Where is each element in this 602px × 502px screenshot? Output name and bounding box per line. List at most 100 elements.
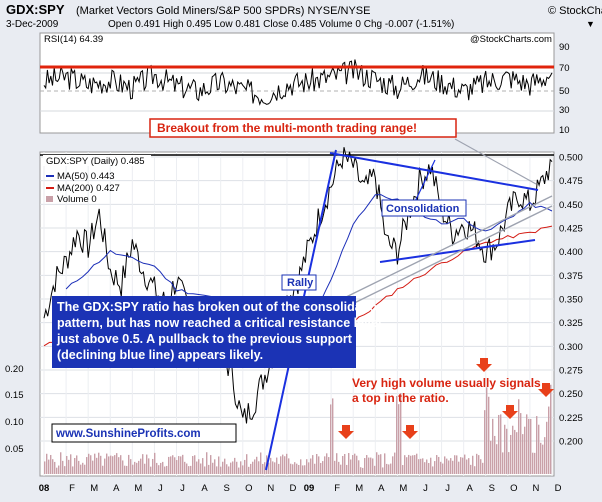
price-tick-label: 0.200 xyxy=(559,437,583,448)
volume-bar xyxy=(84,464,86,474)
volume-bar xyxy=(288,458,290,474)
volume-bar xyxy=(436,455,438,474)
volume-bar xyxy=(364,458,366,474)
volume-bar xyxy=(350,459,352,474)
volume-bar xyxy=(316,453,318,474)
price-tick-label: 0.400 xyxy=(559,247,583,258)
price-tick-label: 0.475 xyxy=(559,176,583,187)
volume-bar xyxy=(134,461,136,474)
volume-bar xyxy=(148,458,150,474)
volume-bar xyxy=(388,464,390,474)
price-tick-label: 0.500 xyxy=(559,153,583,164)
volume-bar xyxy=(516,432,518,474)
volume-bar xyxy=(222,461,224,474)
volume-bar xyxy=(160,462,162,474)
volume-bar xyxy=(146,454,148,474)
breakout-callout-text: Breakout from the multi-month trading ra… xyxy=(157,121,417,135)
volume-bar xyxy=(338,461,340,474)
volume-bar xyxy=(278,463,280,474)
x-tick-label: S xyxy=(489,483,495,494)
rsi-line xyxy=(43,59,553,106)
volume-bar xyxy=(468,458,470,474)
volume-bar xyxy=(370,457,372,474)
volume-bar xyxy=(386,463,388,474)
volume-bar xyxy=(328,457,330,474)
volume-bar xyxy=(114,455,116,474)
volume-bar xyxy=(382,467,384,474)
volume-bar xyxy=(192,456,194,474)
x-tick-label: A xyxy=(201,483,208,494)
volume-bar xyxy=(514,429,516,474)
x-tick-label: F xyxy=(334,483,340,494)
volume-bar xyxy=(232,461,234,474)
volume-bar xyxy=(340,464,342,474)
volume-bar xyxy=(152,458,154,474)
x-tick-label: N xyxy=(267,483,274,494)
commentary-line-4: (declining blue line) appears likely. xyxy=(57,348,263,362)
commentary-box xyxy=(52,296,356,368)
volume-bar xyxy=(392,456,394,474)
volume-bar xyxy=(46,453,48,474)
volume-bar xyxy=(384,453,386,474)
volume-bar xyxy=(144,463,146,474)
volume-bar xyxy=(108,456,110,474)
volume-bar xyxy=(342,455,344,474)
volume-bar xyxy=(166,465,168,474)
volume-bar xyxy=(390,463,392,474)
volume-bar xyxy=(52,459,54,474)
price-tick-label: 0.325 xyxy=(559,318,583,329)
volume-bar xyxy=(284,456,286,474)
volume-bar xyxy=(396,396,398,474)
x-tick-label: J xyxy=(445,483,450,494)
volume-bar xyxy=(522,434,524,474)
breakout-callout-box xyxy=(149,118,457,138)
volume-bar xyxy=(310,458,312,474)
volume-bar xyxy=(132,464,134,474)
volume-bar xyxy=(378,454,380,474)
volume-axis: 0.20 0.15 0.10 0.05 xyxy=(5,364,24,455)
url-text[interactable]: www.SunshineProfits.com xyxy=(55,428,201,440)
volume-bar xyxy=(474,466,476,474)
volume-bar xyxy=(70,454,72,474)
volume-bar xyxy=(226,464,228,474)
volume-bar xyxy=(150,466,152,474)
volume-bar xyxy=(98,452,100,474)
volume-bar xyxy=(414,455,416,474)
volume-bar xyxy=(62,460,64,474)
volume-bar xyxy=(94,453,96,474)
volume-bar xyxy=(450,458,452,474)
volume-bar xyxy=(330,404,332,474)
volume-bar xyxy=(142,454,144,474)
volume-bar xyxy=(190,465,192,474)
volume-bar xyxy=(302,465,304,474)
volume-bar xyxy=(110,455,112,474)
commentary-line-1: The GDX:SPY ratio has broken out of the … xyxy=(57,300,385,314)
breakout-pointer xyxy=(454,138,537,185)
volume-bar xyxy=(304,465,306,474)
volume-bar xyxy=(280,456,282,474)
volume-bar xyxy=(198,459,200,474)
volume-bar xyxy=(48,459,50,474)
price-tick-label: 0.450 xyxy=(559,200,583,211)
volume-bar xyxy=(210,455,212,474)
volume-bar xyxy=(510,434,512,474)
volume-bar xyxy=(502,452,504,474)
volume-bar xyxy=(238,467,240,474)
volume-bar xyxy=(100,455,102,474)
x-tick-label: F xyxy=(69,483,75,494)
volume-bar xyxy=(270,457,272,474)
volume-bar xyxy=(482,462,484,474)
ticker-description: (Market Vectors Gold Miners/S&P 500 SPDR… xyxy=(76,5,370,17)
down-arrow-icon: ▼ xyxy=(586,19,595,29)
volume-bar xyxy=(496,444,498,474)
consolidation-label: Consolidation xyxy=(386,203,460,215)
volume-bar xyxy=(318,456,320,474)
volume-bar xyxy=(54,461,56,474)
volume-bar xyxy=(406,457,408,474)
volume-bar xyxy=(356,455,358,474)
volume-bar xyxy=(326,453,328,474)
volume-bar xyxy=(58,465,60,474)
volume-bar xyxy=(372,458,374,474)
volume-bar xyxy=(530,418,532,474)
volume-tick-label: 0.15 xyxy=(5,390,24,401)
